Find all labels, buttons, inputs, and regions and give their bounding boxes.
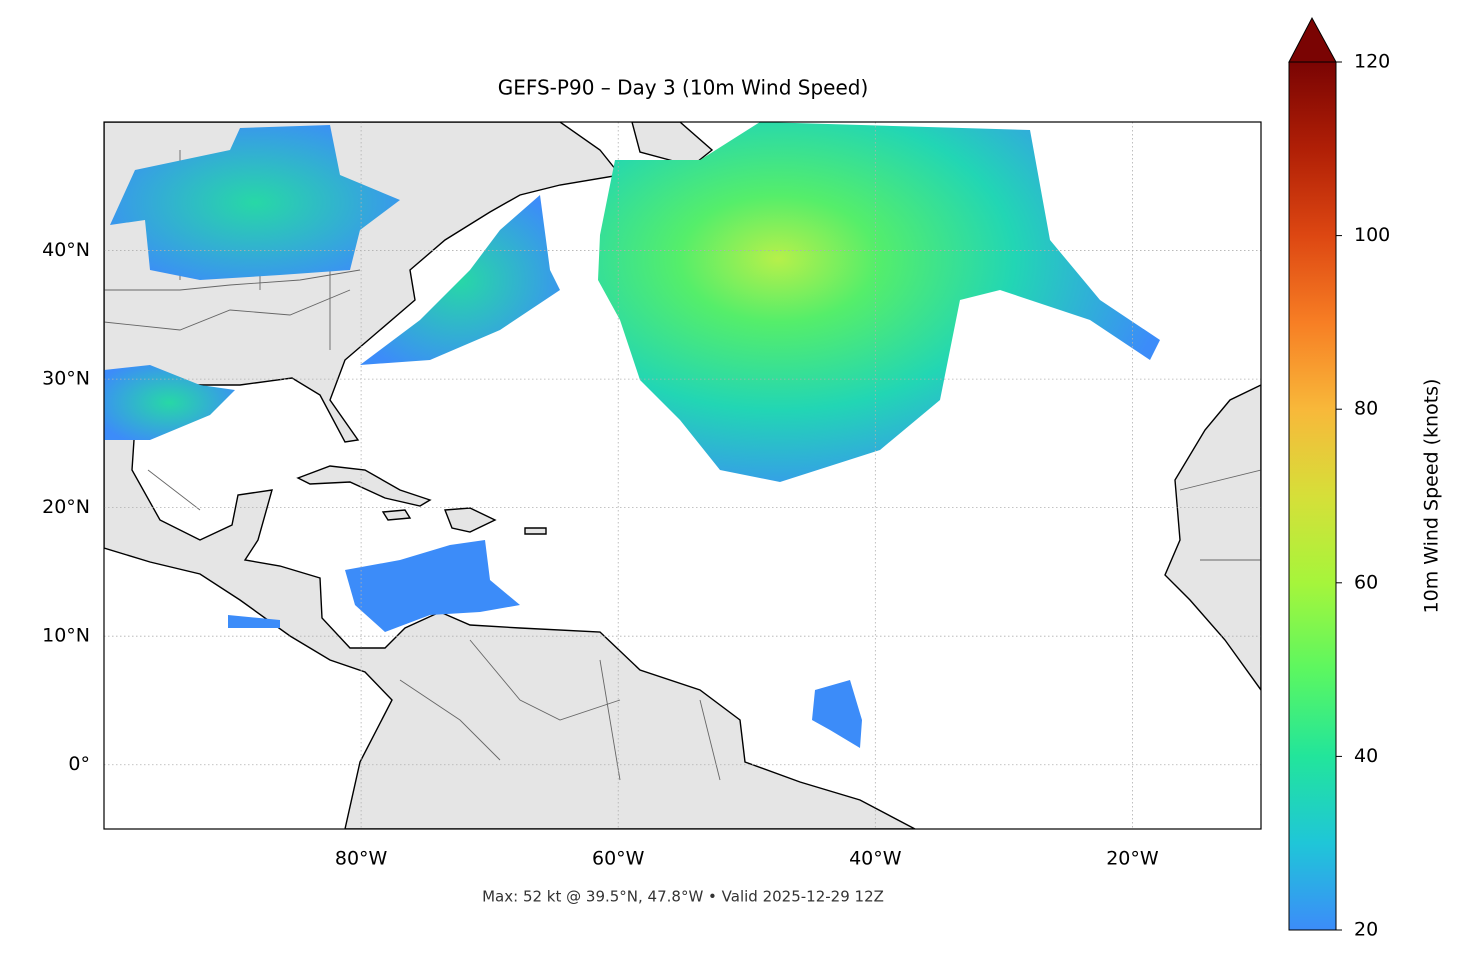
footnote: Max: 52 kt @ 39.5°N, 47.8°W • Valid 2025… [482,888,884,906]
colorbar-tick-label: 60 [1354,571,1378,593]
map-title: GEFS-P90 – Day 3 (10m Wind Speed) [498,76,869,100]
newfoundland [631,122,714,167]
colorbar-tick-label: 100 [1354,224,1390,246]
x-tick-label: 40°W [849,848,902,870]
colorbar-tick-label: 20 [1354,919,1378,941]
y-tick-label: 10°N [42,625,90,647]
colorbar [1288,61,1337,931]
colorbar-tick-label: 80 [1354,398,1378,420]
puerto-rico [524,527,547,535]
cuba [296,465,432,507]
x-tick-label: 80°W [335,848,388,870]
wind-field-main [598,122,1160,482]
y-tick-label: 30°N [42,368,90,390]
y-tick-label: 0° [68,753,90,775]
americas [104,122,916,829]
colorbar-tick-label: 120 [1354,51,1390,73]
x-tick-label: 20°W [1106,848,1159,870]
colorbar-extend [1288,16,1337,63]
wind-field-gulf [104,365,235,440]
wind-field-east-coast [360,195,560,365]
jamaica [381,509,412,521]
x-tick-label: 60°W [592,848,645,870]
africa [1164,384,1261,692]
y-tick-label: 20°N [42,496,90,518]
hispaniola [444,507,497,533]
colorbar-label: 10m Wind Speed (knots) [1421,379,1443,614]
wind-field-great-lakes [110,125,400,280]
wind-field-caribbean [345,540,520,632]
map-frame [103,121,1262,830]
y-tick-label: 40°N [42,239,90,261]
colorbar-tick-label: 40 [1354,745,1378,767]
map-area [104,122,1261,829]
